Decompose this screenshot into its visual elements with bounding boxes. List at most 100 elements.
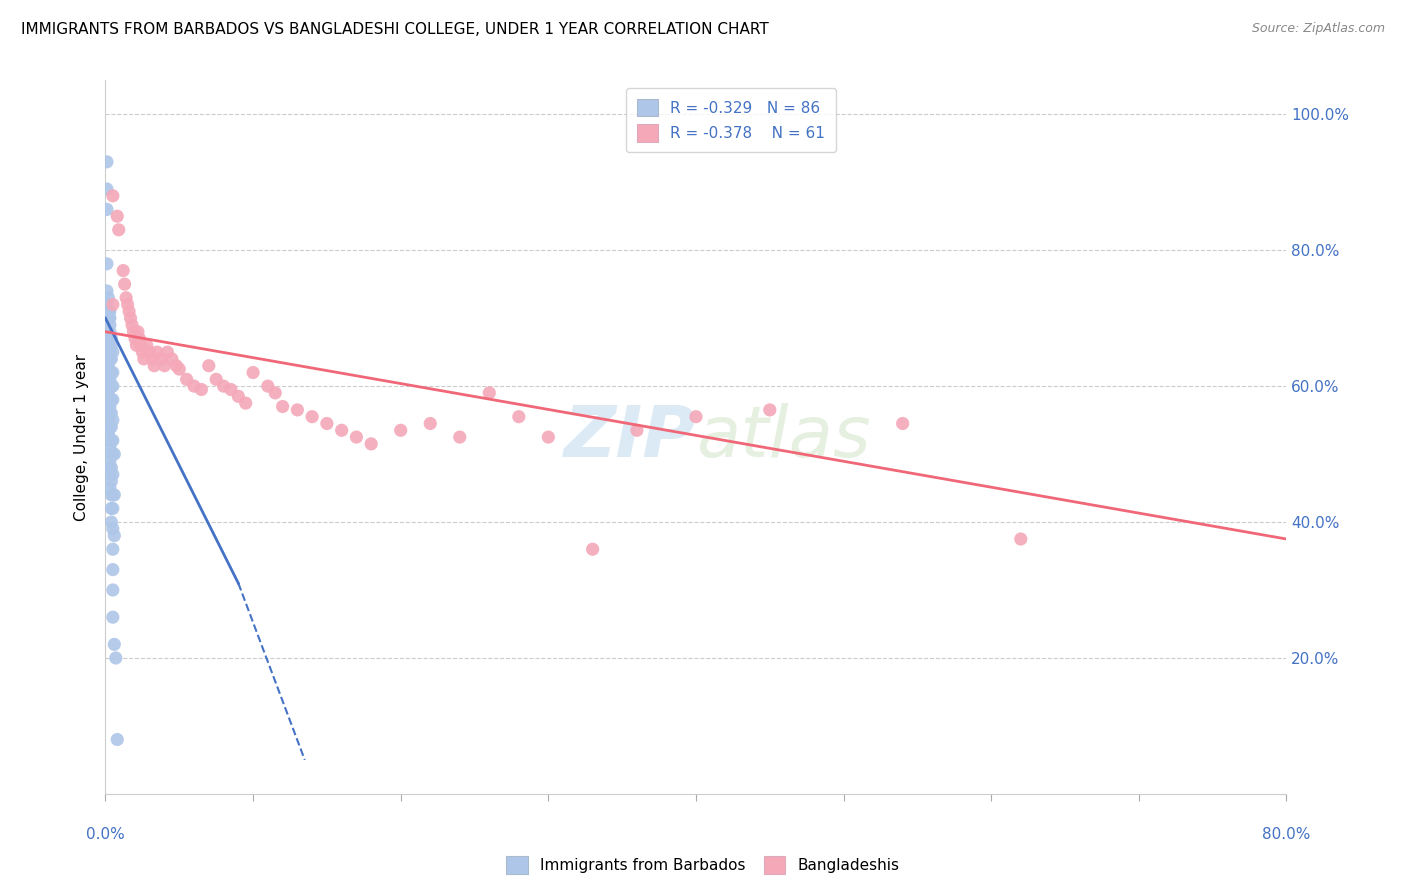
Point xyxy=(96,284,118,298)
Point xyxy=(508,409,530,424)
Point xyxy=(98,345,121,359)
Point xyxy=(97,392,120,407)
Point xyxy=(96,311,118,326)
Point xyxy=(117,297,139,311)
Point xyxy=(212,379,235,393)
Point xyxy=(100,332,122,346)
Point xyxy=(100,475,122,489)
Point xyxy=(101,563,124,577)
Point xyxy=(101,345,124,359)
Text: IMMIGRANTS FROM BARBADOS VS BANGLADESHI COLLEGE, UNDER 1 YEAR CORRELATION CHART: IMMIGRANTS FROM BARBADOS VS BANGLADESHI … xyxy=(21,22,769,37)
Point xyxy=(183,379,205,393)
Point xyxy=(142,351,165,366)
Point xyxy=(98,392,121,407)
Point xyxy=(100,351,122,366)
Point xyxy=(256,379,278,393)
Point xyxy=(537,430,560,444)
Point xyxy=(97,406,120,420)
Point xyxy=(100,379,122,393)
Point xyxy=(100,488,122,502)
Point xyxy=(100,406,122,420)
Point xyxy=(103,637,125,651)
Point xyxy=(101,413,124,427)
Point xyxy=(101,582,124,597)
Point xyxy=(100,338,122,352)
Point xyxy=(98,454,121,468)
Point xyxy=(146,345,169,359)
Point xyxy=(96,359,118,373)
Point xyxy=(98,332,121,346)
Point xyxy=(98,434,121,448)
Point xyxy=(626,423,648,437)
Point xyxy=(101,189,124,203)
Point xyxy=(156,345,179,359)
Point xyxy=(97,385,120,400)
Point xyxy=(120,311,142,326)
Point xyxy=(301,409,323,424)
Point xyxy=(219,383,242,397)
Point xyxy=(98,400,121,414)
Point xyxy=(100,366,122,380)
Point xyxy=(125,338,148,352)
Point xyxy=(97,379,120,393)
Point xyxy=(271,400,294,414)
Point xyxy=(205,372,228,386)
Point xyxy=(160,351,183,366)
Point xyxy=(176,372,198,386)
Point xyxy=(101,366,124,380)
Point xyxy=(389,423,412,437)
Point xyxy=(96,154,118,169)
Text: 80.0%: 80.0% xyxy=(1263,827,1310,841)
Point xyxy=(98,311,121,326)
Point xyxy=(97,426,120,441)
Point xyxy=(138,345,162,359)
Point xyxy=(103,528,125,542)
Point xyxy=(96,297,118,311)
Point xyxy=(97,413,120,427)
Point xyxy=(97,351,120,366)
Point xyxy=(97,359,120,373)
Point xyxy=(100,447,122,461)
Point xyxy=(97,420,120,434)
Point xyxy=(153,359,176,373)
Point xyxy=(97,400,120,414)
Point xyxy=(124,332,146,346)
Point xyxy=(581,542,603,557)
Point xyxy=(101,434,124,448)
Point xyxy=(96,338,118,352)
Y-axis label: College, Under 1 year: College, Under 1 year xyxy=(75,353,90,521)
Text: 0.0%: 0.0% xyxy=(86,827,125,841)
Point xyxy=(98,366,121,380)
Point xyxy=(891,417,914,431)
Point xyxy=(150,351,173,366)
Point xyxy=(97,345,120,359)
Point xyxy=(100,515,122,529)
Point xyxy=(98,481,121,495)
Point xyxy=(122,325,145,339)
Point xyxy=(346,430,368,444)
Point xyxy=(101,488,124,502)
Point xyxy=(449,430,471,444)
Legend: Immigrants from Barbados, Bangladeshis: Immigrants from Barbados, Bangladeshis xyxy=(501,850,905,880)
Point xyxy=(118,304,141,318)
Point xyxy=(132,351,155,366)
Point xyxy=(105,209,128,223)
Point xyxy=(97,304,120,318)
Point xyxy=(264,385,287,400)
Point xyxy=(100,460,122,475)
Point xyxy=(115,291,138,305)
Point xyxy=(96,379,118,393)
Point xyxy=(1010,532,1032,546)
Text: atlas: atlas xyxy=(696,402,870,472)
Point xyxy=(105,732,128,747)
Point xyxy=(97,325,120,339)
Point xyxy=(98,351,121,366)
Point xyxy=(97,291,120,305)
Point xyxy=(121,318,143,332)
Point xyxy=(131,345,153,359)
Point xyxy=(101,392,124,407)
Point xyxy=(128,332,150,346)
Point xyxy=(98,325,121,339)
Point xyxy=(226,389,250,403)
Point xyxy=(97,434,120,448)
